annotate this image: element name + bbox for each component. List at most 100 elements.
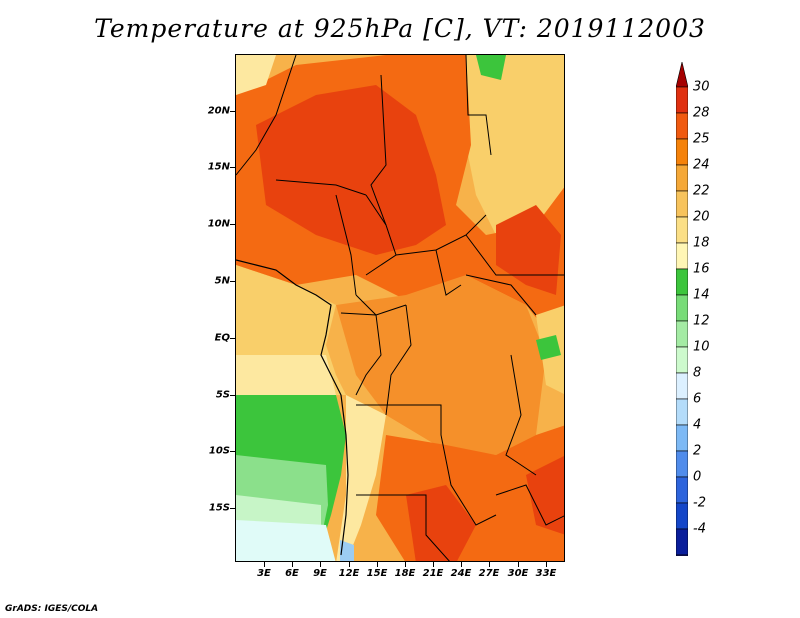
- colorbar-cell: [676, 294, 688, 322]
- border-7: [335, 194, 357, 296]
- country-borders: [236, 55, 564, 561]
- lon-label-24e: 24E: [450, 568, 472, 579]
- lon-label-6e: 6E: [285, 568, 299, 579]
- colorbar-cell: [676, 398, 688, 426]
- border-6: [395, 214, 487, 256]
- region-hot-east: [496, 205, 561, 295]
- lat-label-eq: EQ: [214, 332, 230, 344]
- lat-tick: [230, 167, 235, 168]
- lon-tick: [518, 562, 519, 567]
- colorbar-label-12: 12: [693, 313, 710, 329]
- region-north-green: [476, 55, 506, 80]
- lon-label-18e: 18E: [394, 568, 416, 579]
- colorbar-label-22: 22: [693, 183, 710, 199]
- colorbar-cell: [676, 138, 688, 166]
- border-13: [465, 274, 537, 316]
- border-1: [236, 55, 297, 176]
- colorbar-label-4: 4: [693, 417, 702, 433]
- colorbar-cell: [676, 216, 688, 244]
- lat-tick: [230, 338, 235, 339]
- colorbar-cell: [676, 268, 688, 296]
- coastline: [236, 259, 349, 556]
- lat-tick: [230, 451, 235, 452]
- region-ocean-blue: [340, 540, 354, 561]
- lat-label-10n: 10N: [207, 218, 230, 230]
- colorbar-label-18: 18: [693, 235, 710, 251]
- lat-tick: [230, 395, 235, 396]
- border-3: [465, 55, 492, 156]
- lat-label-10s: 10S: [208, 445, 230, 457]
- lon-label-3e: 3E: [257, 568, 271, 579]
- colorbar-cell: [676, 164, 688, 192]
- lon-tick: [349, 562, 350, 567]
- colorbar-cell: [676, 62, 688, 88]
- lat-tick: [230, 281, 235, 282]
- colorbar-cell: [676, 112, 688, 140]
- lon-label-12e: 12E: [338, 568, 360, 579]
- lat-label-20n: 20N: [207, 105, 230, 117]
- lon-tick: [320, 562, 321, 567]
- lake-victoria: [536, 335, 561, 360]
- lon-label-33e: 33E: [535, 568, 557, 579]
- border-5: [365, 194, 397, 276]
- lat-tick: [230, 111, 235, 112]
- colorbar-label-2: 2: [693, 443, 702, 459]
- region-congo-basin: [336, 275, 546, 455]
- map-panel: [235, 54, 565, 562]
- region-ocean-palest: [236, 520, 336, 561]
- lon-tick: [264, 562, 265, 567]
- border-2: [370, 74, 387, 226]
- region-angola-coast: [336, 395, 386, 561]
- colorbar-label-20: 20: [693, 209, 710, 225]
- lat-tick: [230, 224, 235, 225]
- colorbar-label-minus4: -4: [693, 521, 706, 537]
- border-11: [340, 312, 382, 396]
- colorbar-label-8: 8: [693, 365, 702, 381]
- colorbar-cell: [676, 372, 688, 400]
- lon-tick: [433, 562, 434, 567]
- colorbar-cell: [676, 554, 688, 556]
- lon-tick: [405, 562, 406, 567]
- lon-label-21e: 21E: [422, 568, 444, 579]
- colorbar-cell: [676, 424, 688, 452]
- colorbar-cell: [676, 242, 688, 270]
- lon-tick: [546, 562, 547, 567]
- lat-label-5n: 5N: [214, 275, 230, 287]
- colorbar-label-16: 16: [693, 261, 710, 277]
- region-atlantic-pale: [236, 355, 336, 395]
- region-hottest-north: [256, 85, 446, 255]
- colorbar-label-6: 6: [693, 391, 702, 407]
- border-12: [385, 304, 412, 416]
- colorbar-label-24: 24: [693, 157, 710, 173]
- lon-tick: [377, 562, 378, 567]
- temperature-map: [236, 55, 564, 561]
- colorbar-label-28: 28: [693, 105, 710, 121]
- lon-tick: [489, 562, 490, 567]
- colorbar-label-minus2: -2: [693, 495, 706, 511]
- colorbar-cell: [676, 476, 688, 504]
- lon-label-15e: 15E: [366, 568, 388, 579]
- credit-text: GrADS: IGES/COLA: [5, 604, 99, 614]
- border-16: [356, 494, 450, 561]
- colorbar-label-0: 0: [693, 469, 702, 485]
- colorbar-cell: [676, 346, 688, 374]
- border-17: [495, 484, 564, 526]
- colorbar-label-25: 25: [693, 131, 710, 147]
- border-14: [505, 354, 537, 476]
- colorbar: [676, 62, 688, 556]
- colorbar-cell: [676, 450, 688, 478]
- region-southeast-hot: [526, 456, 564, 535]
- lat-label-5s: 5S: [215, 389, 230, 401]
- border-9: [465, 234, 564, 276]
- lon-tick: [461, 562, 462, 567]
- border-8: [435, 249, 462, 296]
- colorbar-cell: [676, 190, 688, 218]
- colorbar-label-14: 14: [693, 287, 710, 303]
- colorbar-cell: [676, 528, 688, 556]
- colorbar-label-10: 10: [693, 339, 710, 355]
- map-title: Temperature at 925hPa [C], VT: 201911200…: [94, 14, 706, 43]
- border-4: [275, 179, 367, 196]
- lon-tick: [292, 562, 293, 567]
- lat-tick: [230, 508, 235, 509]
- region-north-pale: [236, 55, 276, 95]
